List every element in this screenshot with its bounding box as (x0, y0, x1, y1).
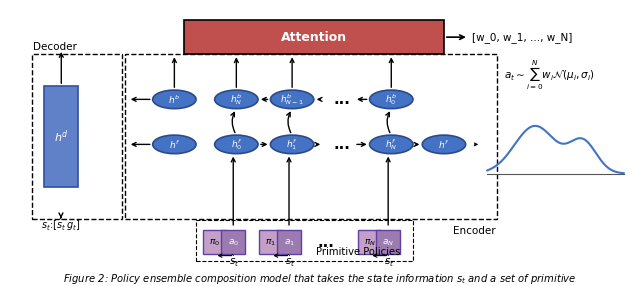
Circle shape (214, 90, 258, 109)
FancyBboxPatch shape (358, 231, 381, 254)
Text: $\pi_N$: $\pi_N$ (364, 237, 376, 248)
Text: $h^b$: $h^b$ (168, 93, 180, 106)
Circle shape (271, 90, 314, 109)
Text: $\hat{s}_t$: $\hat{s}_t$ (384, 253, 395, 269)
Text: $h^b_0$: $h^b_0$ (385, 92, 397, 107)
Text: $h^f_N$: $h^f_N$ (385, 137, 397, 152)
Text: $a_t \sim \sum_{i=0}^{N} w_i \mathcal{N}(\mu_i, \sigma_i)$: $a_t \sim \sum_{i=0}^{N} w_i \mathcal{N}… (504, 59, 595, 92)
Circle shape (214, 135, 258, 154)
Text: $h^d$: $h^d$ (54, 128, 68, 145)
Text: ...: ... (317, 235, 335, 250)
Text: [w_0, w_1, ..., w_N]: [w_0, w_1, ..., w_N] (472, 32, 572, 43)
Circle shape (153, 135, 196, 154)
Circle shape (422, 135, 466, 154)
Text: $h^f_0$: $h^f_0$ (230, 137, 242, 152)
Circle shape (369, 90, 413, 109)
FancyBboxPatch shape (259, 231, 282, 254)
Circle shape (271, 135, 314, 154)
Text: $h^b_{N-1}$: $h^b_{N-1}$ (280, 92, 304, 107)
Circle shape (153, 90, 196, 109)
Text: Decoder: Decoder (33, 42, 77, 52)
Text: $h^f$: $h^f$ (169, 138, 180, 151)
Text: $\pi_1$: $\pi_1$ (265, 237, 276, 248)
Text: $\hat{s}_t$: $\hat{s}_t$ (285, 253, 296, 269)
FancyBboxPatch shape (221, 231, 245, 254)
Text: $\pi_0$: $\pi_0$ (209, 237, 220, 248)
FancyBboxPatch shape (376, 231, 400, 254)
Text: $a_N$: $a_N$ (382, 237, 394, 248)
Text: ...: ... (333, 92, 350, 107)
Text: $h^f$: $h^f$ (438, 138, 450, 151)
Text: $\hat{s}_t$: $\hat{s}_t$ (229, 253, 240, 269)
Text: $h^f_1$: $h^f_1$ (286, 137, 298, 152)
Text: Primitive Policies: Primitive Policies (316, 247, 401, 257)
Text: Attention: Attention (281, 31, 347, 44)
FancyBboxPatch shape (184, 20, 444, 54)
Text: ...: ... (333, 137, 350, 152)
FancyBboxPatch shape (277, 231, 301, 254)
Text: $h^b_N$: $h^b_N$ (230, 92, 243, 107)
Text: $a_0$: $a_0$ (228, 237, 239, 248)
FancyBboxPatch shape (44, 86, 78, 187)
Text: $s_t\!:\![\hat{s}_t\, g_t]$: $s_t\!:\![\hat{s}_t\, g_t]$ (41, 217, 81, 233)
Text: Figure 2: Policy ensemble composition model that takes the state information $s_: Figure 2: Policy ensemble composition mo… (63, 271, 577, 285)
Circle shape (369, 135, 413, 154)
Text: Encoder: Encoder (452, 227, 495, 237)
FancyBboxPatch shape (203, 231, 227, 254)
Text: $a_1$: $a_1$ (284, 237, 294, 248)
